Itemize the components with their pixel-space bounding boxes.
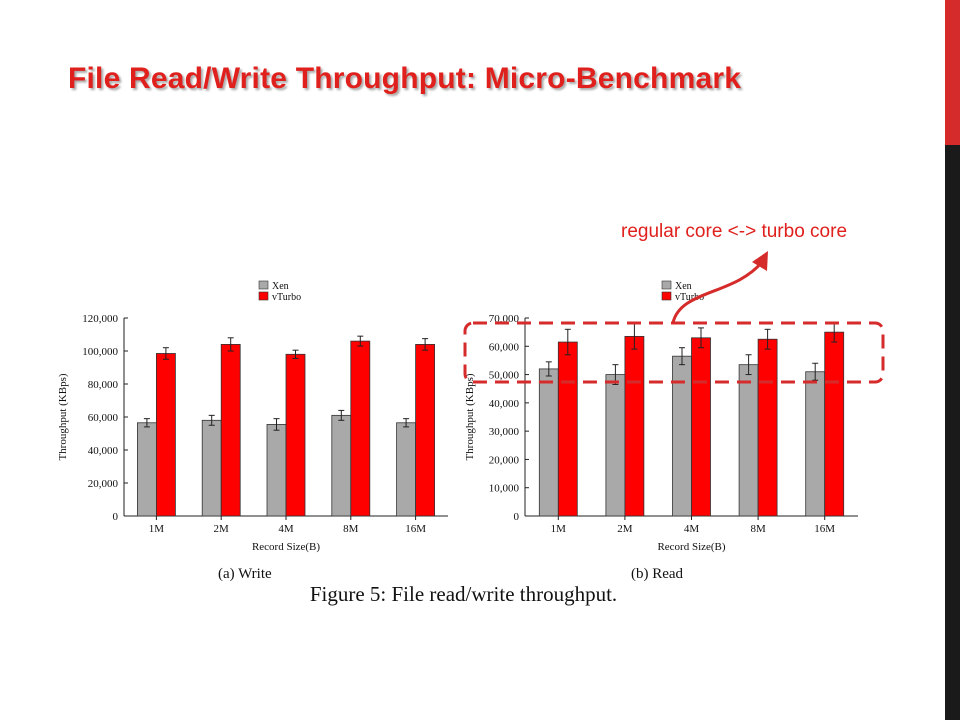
y-tick-label: 60,000 — [489, 341, 520, 353]
bar-vturbo-8M — [757, 338, 778, 517]
bar-vturbo-8M — [350, 340, 371, 517]
bar-xen-8M — [738, 364, 759, 517]
x-tick-label: 2M — [214, 523, 230, 535]
chart-0: 0 20,000 40,000 60,000 80,000 100,000 120,000 T… — [57, 280, 448, 553]
annotation-text: regular core <-> turbo core — [621, 221, 848, 242]
y-tick-label: 10,000 — [489, 483, 520, 495]
legend-label-xen: Xen — [675, 281, 692, 292]
bar-vturbo-2M — [624, 335, 645, 517]
bar-vturbo-1M — [557, 341, 578, 517]
bar-xen-1M — [538, 368, 559, 517]
legend-swatch-xen — [661, 280, 672, 290]
bar-xen-4M — [672, 355, 692, 517]
y-tick-label: 30,000 — [489, 426, 520, 438]
x-tick-label: 1M — [551, 523, 567, 535]
x-tick-label: 4M — [684, 523, 700, 535]
bar-xen-16M — [396, 422, 417, 517]
sidebar-red-accent — [945, 0, 960, 145]
y-tick-label: 0 — [514, 511, 520, 523]
x-tick-label: 1M — [149, 523, 165, 535]
x-tick-label: 8M — [343, 523, 359, 535]
subcaption-write: (a) Write — [218, 566, 272, 582]
bar-vturbo-2M — [220, 343, 241, 517]
legend-label-xen: Xen — [272, 281, 289, 292]
bar-vturbo-1M — [155, 353, 176, 517]
y-tick-label: 20,000 — [489, 454, 520, 466]
y-tick-label: 100,000 — [82, 346, 118, 358]
bar-xen-8M — [331, 414, 352, 517]
y-tick-label: 40,000 — [88, 445, 119, 457]
x-tick-label: 8M — [750, 523, 766, 535]
y-tick-label: 0 — [113, 511, 119, 523]
bar-vturbo-4M — [691, 337, 711, 517]
slide-title: File Read/Write Throughput: Micro-Benchm… — [68, 62, 742, 95]
x-tick-label: 16M — [814, 523, 835, 535]
figure-caption: Figure 5: File read/write throughput. — [309, 582, 618, 606]
bar-xen-4M — [266, 424, 287, 517]
bar-vturbo-4M — [285, 353, 306, 517]
y-tick-label: 60,000 — [88, 412, 119, 424]
annotation-arrow — [671, 261, 764, 324]
bar-xen-2M — [605, 374, 626, 517]
sidebar-dark-bar — [945, 0, 960, 720]
annotation-arrowhead — [752, 251, 768, 271]
chart-1: 010,00020,00030,00040,00050,00060,00070,… — [464, 280, 858, 553]
legend-swatch-vturbo — [661, 291, 672, 301]
legend-swatch-xen — [258, 280, 269, 290]
y-tick-label: 40,000 — [489, 398, 520, 410]
y-tick-label: 50,000 — [489, 370, 520, 382]
subcaption-read: (b) Read — [631, 566, 684, 582]
bar-xen-2M — [201, 419, 222, 517]
y-axis-label: Throughput (KBps) — [57, 373, 69, 460]
y-axis-label: Throughput (KBps) — [464, 373, 476, 460]
bar-vturbo-16M — [415, 343, 436, 517]
x-tick-label: 16M — [405, 523, 426, 535]
y-tick-label: 80,000 — [88, 379, 119, 391]
x-tick-label: 4M — [278, 523, 294, 535]
bar-xen-1M — [136, 422, 157, 517]
bar-xen-16M — [805, 371, 826, 517]
legend-swatch-vturbo — [258, 291, 269, 301]
legend-label-vturbo: vTurbo — [675, 292, 704, 303]
x-axis-label: Record Size(B) — [657, 541, 725, 553]
y-tick-label: 120,000 — [82, 313, 118, 325]
x-tick-label: 2M — [617, 523, 633, 535]
bar-vturbo-16M — [824, 331, 845, 517]
legend-label-vturbo: vTurbo — [272, 292, 301, 303]
y-tick-label: 20,000 — [88, 478, 119, 490]
x-axis-label: Record Size(B) — [252, 541, 320, 553]
